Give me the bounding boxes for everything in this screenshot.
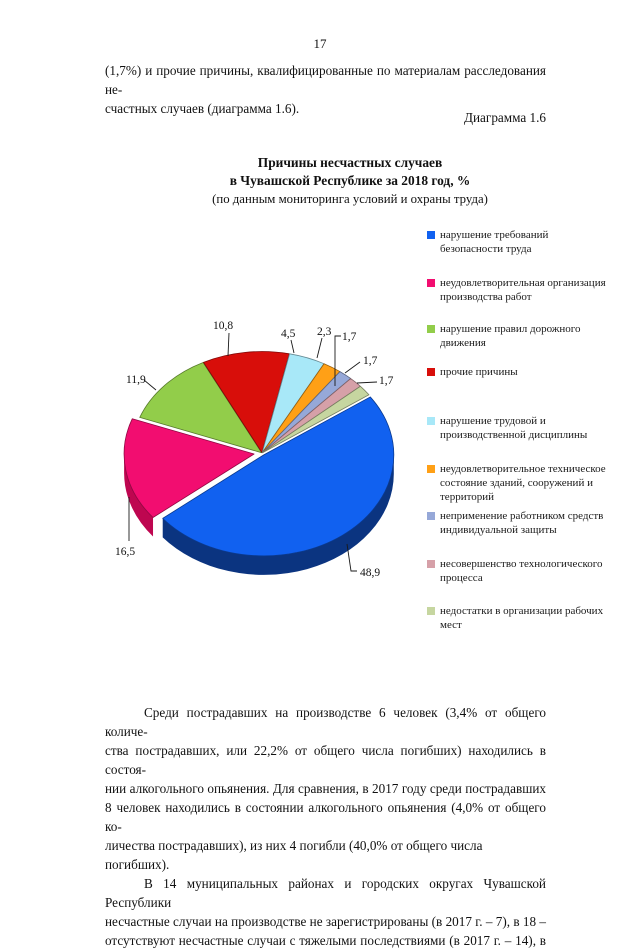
pie-value-label: 1,7 [379, 375, 394, 387]
body-text: Среди пострадавших на производстве 6 чел… [105, 703, 546, 950]
pie-slice [261, 363, 341, 454]
legend-item: неудовлетворительная организация произво… [427, 277, 606, 305]
pie-label-leader-line [344, 361, 361, 374]
legend-item: несовершенство технологического процесса [427, 558, 603, 586]
chart-legend: нарушение требований безопасности труда н… [427, 0, 639, 660]
body-line: отсутствуют несчастные случаи с тяжелыми… [105, 933, 546, 948]
legend-swatch [427, 560, 435, 568]
pie-value-label: 11,9 [126, 374, 146, 386]
pie-label-leader-line [227, 332, 230, 357]
chart-title: Причины несчастных случаев в Чувашской Р… [60, 154, 640, 208]
body-line: 8 человек находились в состоянии алкогол… [105, 800, 546, 834]
intro-line: счастных случаев (диаграмма 1.6). [105, 101, 300, 116]
legend-item: нарушение правил дорожного движения [427, 323, 581, 351]
pie-slice [262, 378, 361, 454]
pie-slice-side [162, 454, 394, 575]
chart-title-line-2: в Чувашской Республике за 2018 год, % [229, 173, 471, 188]
pie-label-leader-line [316, 337, 323, 359]
pie-value-label: 1,7 [342, 331, 357, 343]
legend-label: нарушение требований безопасности труда [440, 229, 549, 255]
pie-value-label: 1,7 [363, 355, 378, 367]
pie-slice [123, 418, 255, 518]
body-line: ства пострадавших, или 22,2% от общего ч… [105, 743, 546, 777]
legend-item: нарушение трудовой и производственной ди… [427, 415, 587, 443]
legend-label: нарушение трудовой и производственной ди… [440, 415, 588, 441]
legend-swatch [427, 417, 435, 425]
chart-title-line-1: Причины несчастных случаев [257, 155, 443, 170]
page-number: 17 [313, 36, 327, 51]
pie-slice [261, 371, 352, 454]
pie-slice [162, 396, 395, 557]
legend-swatch [427, 607, 435, 615]
pie-slice-side [124, 454, 154, 537]
pie-slice [203, 351, 290, 453]
pie-value-label: 10,8 [213, 320, 233, 332]
legend-item: недостатки в организации рабочих мест [427, 605, 603, 633]
diagram-caption: Диаграмма 1.6 [464, 110, 546, 125]
pie-value-label: 48,9 [360, 567, 380, 579]
body-line: личества пострадавших), из них 4 погибли… [105, 838, 483, 872]
legend-item: нарушение требований безопасности труда [427, 229, 548, 257]
body-line: Среди пострадавших на производстве 6 чел… [105, 705, 546, 739]
body-line: несчастные случаи на производстве не зар… [105, 914, 546, 929]
pie-value-label: 2,3 [317, 326, 332, 338]
legend-swatch [427, 465, 435, 473]
body-line: нии алкогольного опьянения. Для сравнени… [105, 781, 546, 796]
legend-item: неприменение работником средств индивиду… [427, 510, 603, 538]
pie-slice [139, 362, 262, 454]
legend-label: нарушение правил дорожного движения [440, 323, 581, 349]
intro-paragraph: (1,7%) и прочие причины, квалифицированн… [105, 61, 546, 118]
legend-swatch [427, 279, 435, 287]
legend-label: прочие причины [440, 366, 518, 378]
body-line: В 14 муниципальных районах и городских о… [105, 876, 546, 910]
pie-label-leader-line [346, 543, 357, 572]
pie-label-leader-line [356, 381, 378, 384]
legend-swatch [427, 231, 435, 239]
pie-label-leader-line [143, 379, 157, 391]
chart-title-subtitle: (по данным мониторинга условий и охраны … [212, 192, 488, 206]
intro-line: (1,7%) и прочие причины, квалифицированн… [105, 63, 546, 97]
pie-label-leader-line [290, 339, 295, 354]
pie-slice [261, 353, 325, 453]
legend-swatch [427, 368, 435, 376]
legend-swatch [427, 512, 435, 520]
legend-label: неудовлетворительное техническое состоян… [440, 463, 606, 503]
pie-label-leader-line [334, 335, 341, 386]
pie-value-label: 4,5 [281, 328, 296, 340]
pie-slice [262, 385, 370, 454]
legend-swatch [427, 325, 435, 333]
document-page: { "page": { "number": "17" }, "intro": {… [60, 0, 640, 948]
legend-label: недостатки в организации рабочих мест [440, 605, 604, 631]
legend-item: неудовлетворительное техническое состоян… [427, 463, 606, 504]
legend-item: прочие причины [427, 366, 518, 380]
legend-label: неудовлетворительная организация произво… [440, 277, 606, 303]
legend-label: несовершенство технологического процесса [440, 558, 603, 584]
legend-label: неприменение работником средств индивиду… [440, 510, 604, 536]
pie-value-label: 16,5 [115, 546, 135, 558]
